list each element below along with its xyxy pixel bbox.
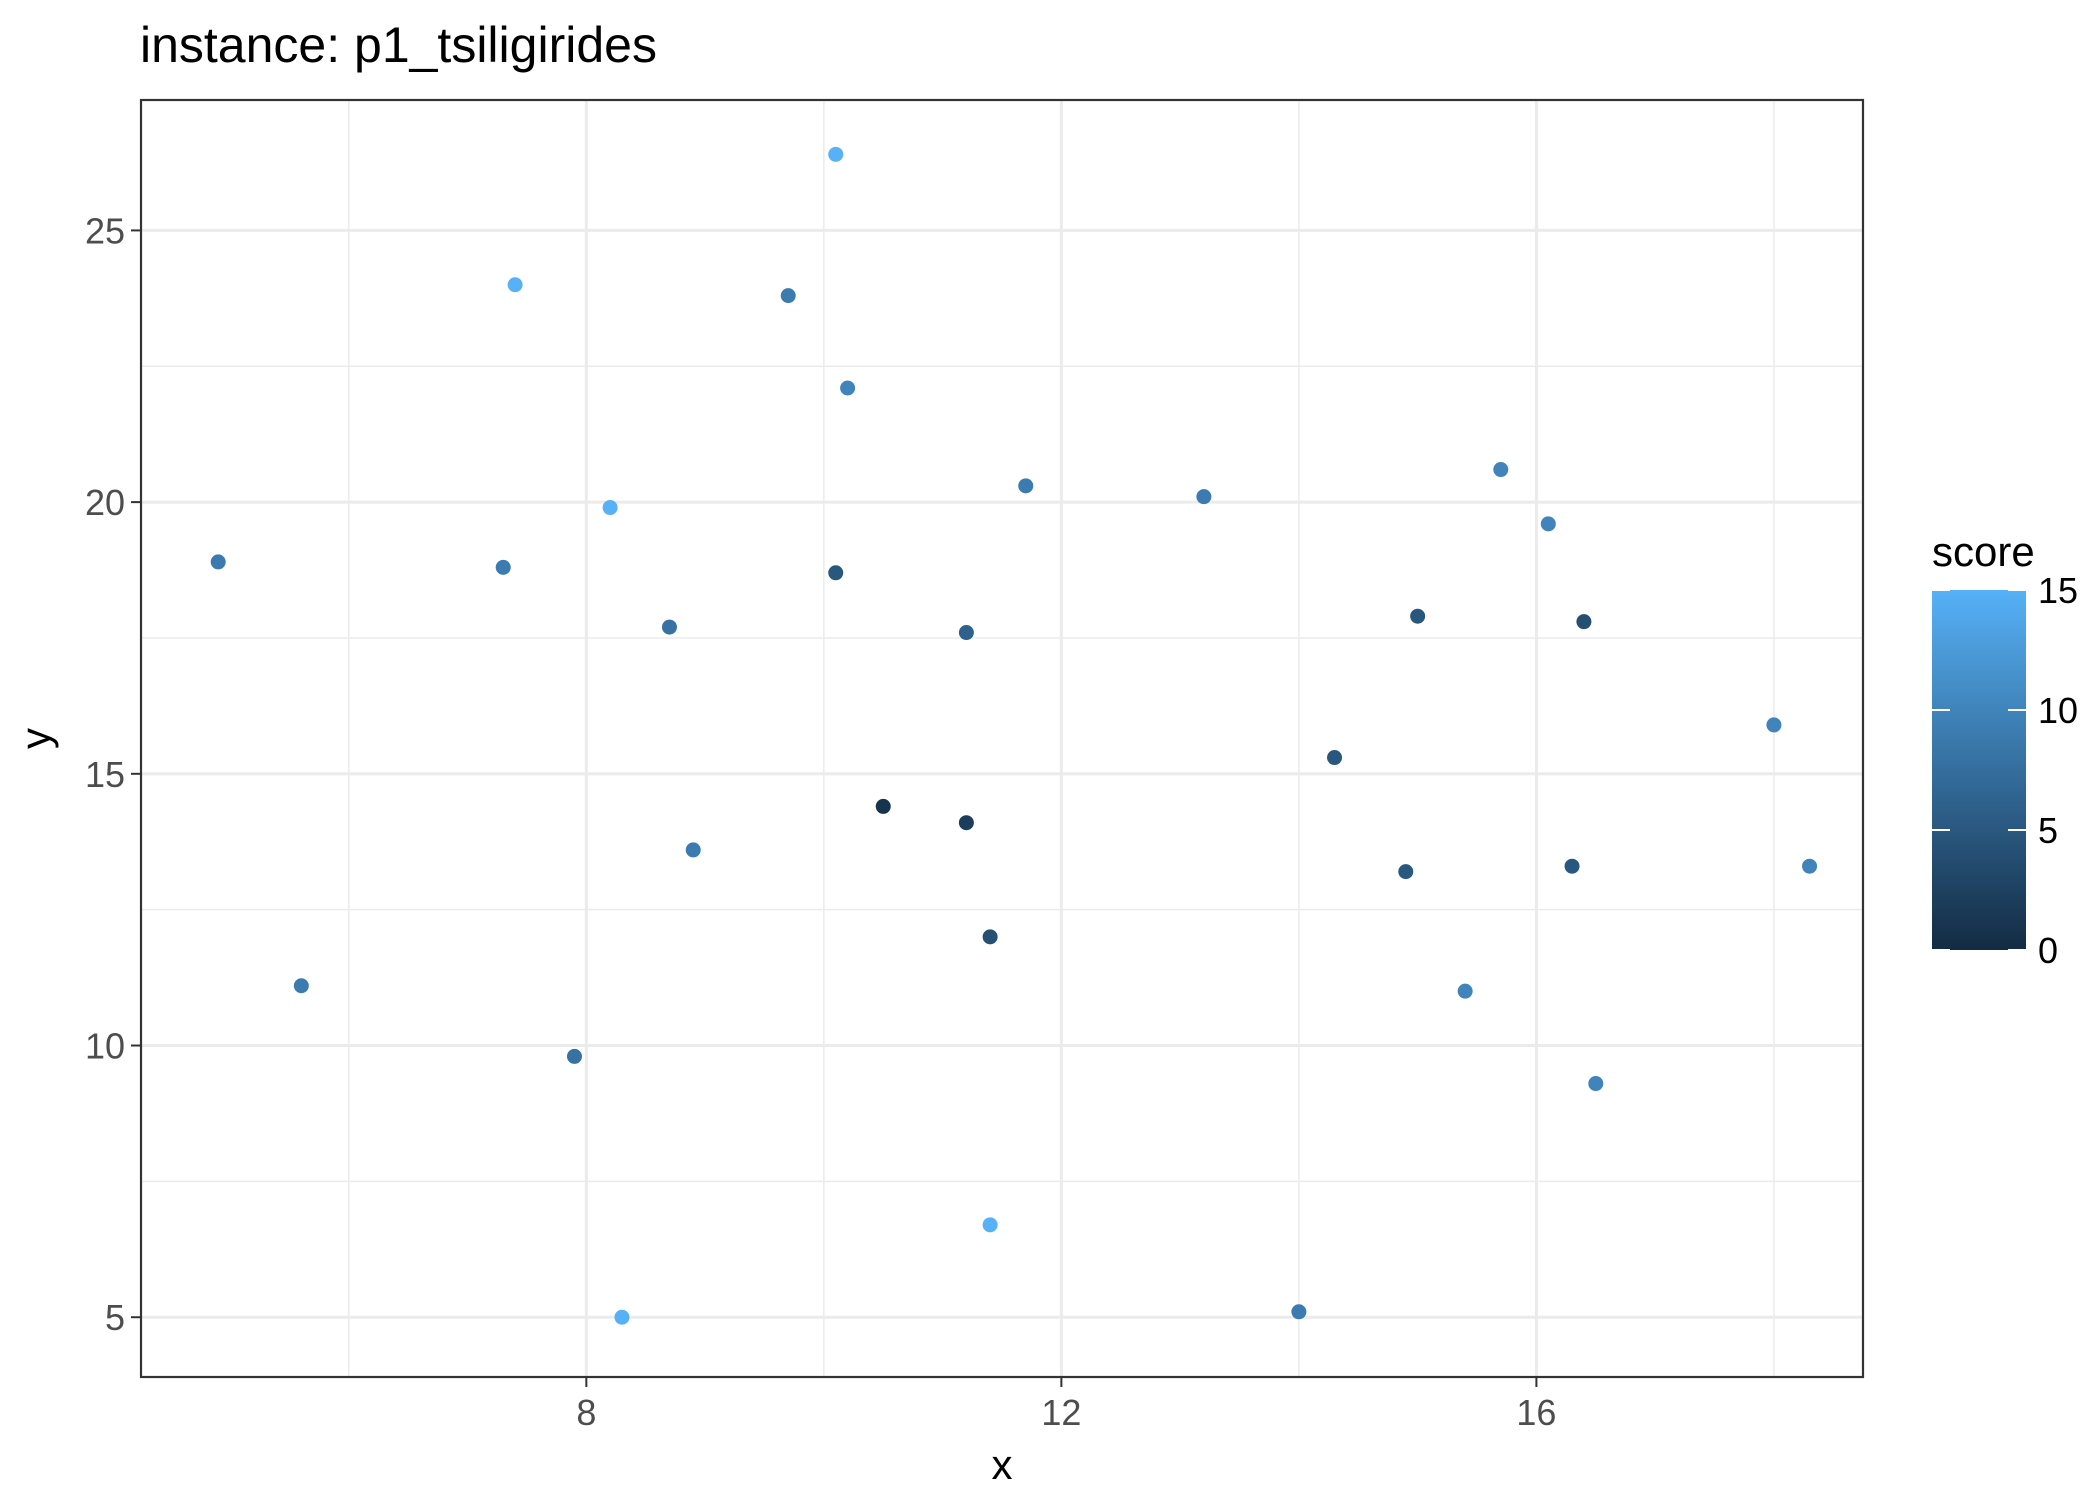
data-point [685,842,701,858]
data-point [1540,516,1556,532]
chart-title: instance: p1_tsiligirides [140,17,657,73]
x-tick-label: 12 [1041,1392,1081,1433]
data-point [1493,462,1509,478]
legend-tick-label: 10 [2038,690,2078,731]
plot-border [139,98,1865,1379]
y-tick-label: 20 [85,482,125,523]
legend-colorbar [1932,590,2026,950]
legend-tick-label: 0 [2038,930,2058,971]
y-tick-label: 5 [105,1297,125,1338]
x-tick-label: 16 [1516,1392,1556,1433]
data-point [1588,1076,1604,1092]
data-point [828,565,844,581]
data-point [875,798,891,814]
data-point [507,277,523,293]
data-point [661,619,677,635]
data-point [1576,614,1592,630]
y-axis-title: y [12,728,59,749]
y-tick-label: 10 [85,1026,125,1067]
x-tick-label: 8 [576,1392,596,1433]
data-point [1398,864,1414,880]
plot-area [139,98,1865,1379]
data-point [614,1309,630,1325]
y-axis: 5 10 15 20 25 [85,210,141,1338]
y-tick-label: 25 [85,210,125,251]
data-points [210,146,1818,1325]
data-point [1291,1304,1307,1320]
y-tick-label: 15 [85,754,125,795]
data-point [1410,608,1426,624]
data-point [1457,983,1473,999]
x-axis: 8 12 16 [576,1377,1556,1433]
legend-tick-label: 15 [2038,570,2078,611]
data-point [293,978,309,994]
data-point [602,500,618,516]
grid-lines [141,100,1863,1377]
data-point [828,146,844,162]
data-point [780,288,796,304]
data-point [1766,717,1782,733]
data-point [210,554,226,570]
data-point [1564,858,1580,874]
data-point [1018,478,1034,494]
legend-tick-label: 5 [2038,810,2058,851]
data-point [982,1217,998,1233]
legend-title: score [1932,528,2035,575]
plot-panel [141,100,1863,1377]
data-point [1327,750,1343,766]
color-legend: score 0 5 10 15 [1932,528,2078,971]
data-point [958,815,974,831]
x-axis-title: x [992,1441,1013,1488]
data-point [1802,858,1818,874]
data-point [495,559,511,575]
legend-ticks: 0 5 10 15 [1932,570,2078,971]
data-point [982,929,998,945]
data-point [958,625,974,641]
data-point [1196,489,1212,505]
data-point [566,1048,582,1064]
data-point [840,380,856,396]
